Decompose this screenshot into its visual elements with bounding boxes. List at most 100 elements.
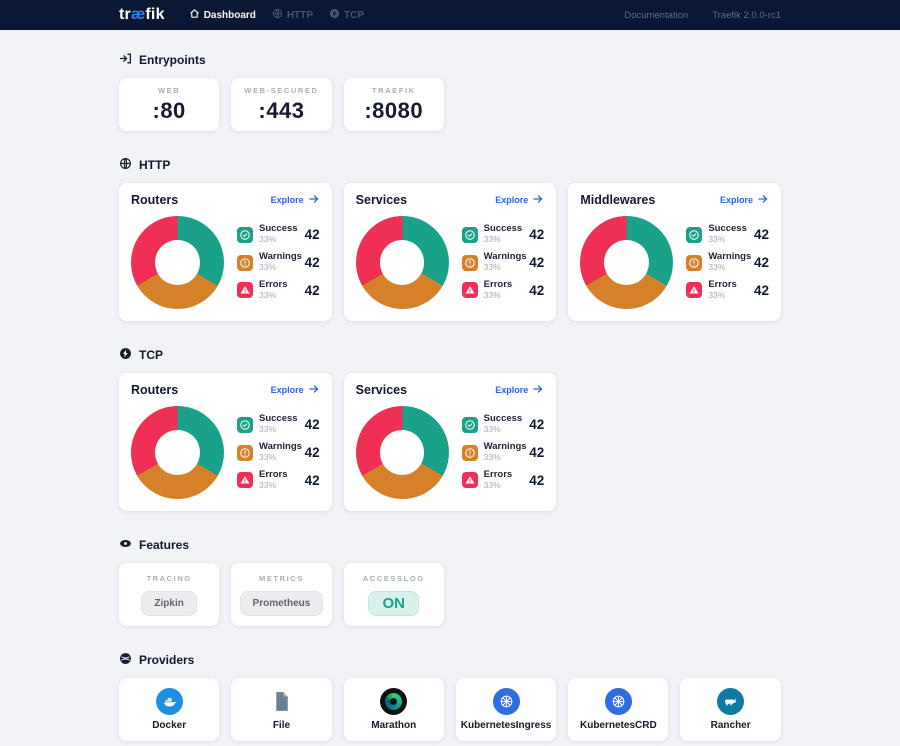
provider-name: Marathon — [371, 720, 417, 731]
flash-circle-icon — [119, 347, 132, 363]
entrypoint-card-web-secured: WEB-SECURED :443 — [231, 78, 332, 131]
provider-card-kubernetes-ingress: KubernetesIngress — [455, 678, 557, 741]
documentation-link[interactable]: Documentation — [624, 9, 689, 21]
check-badge-icon — [461, 416, 478, 433]
legend-row-warnings: Warnings 33% 42 — [461, 441, 545, 463]
section-heading-providers: Providers — [119, 652, 781, 668]
legend-row-success: Success 33% 42 — [461, 224, 544, 245]
entrypoint-name: TRAEFIK — [371, 85, 416, 95]
globe-icon — [272, 8, 283, 22]
success-count: 42 — [304, 417, 320, 433]
dashboard-content: Entrypoints WEB :80 WEB-SECURED :443 TRA… — [119, 30, 781, 741]
explore-label: Explore — [719, 195, 753, 205]
provider-name: File — [272, 720, 291, 731]
arrow-right-icon — [308, 193, 320, 207]
nav-item-tcp[interactable]: TCP — [329, 8, 364, 22]
panel-title: Services — [355, 193, 408, 207]
errors-count: 42 — [529, 472, 545, 488]
panel-title: Services — [355, 383, 408, 397]
section-title: Entrypoints — [139, 53, 206, 67]
nav-label: Dashboard — [203, 9, 256, 21]
nav-label: HTTP — [286, 9, 314, 21]
section-heading-features: Features — [119, 537, 781, 553]
panel-title: Routers — [131, 383, 179, 397]
tcp-routers-panel: Routers Explore Success 33% 42 Warnings 33… — [119, 373, 332, 511]
feature-name: METRICS — [258, 573, 304, 583]
nav-item-http[interactable]: HTTP — [272, 8, 313, 22]
error-triangle-icon — [461, 472, 478, 489]
status-donut-chart — [355, 406, 449, 499]
tcp-services-panel: Services Explore Success 33% 42 Warnings 3… — [343, 373, 557, 511]
legend-row-success: Success 33% 42 — [461, 414, 544, 435]
docker-whale-icon — [155, 688, 183, 715]
legend-row-warnings: Warnings 33% 42 — [237, 441, 320, 463]
entrypoint-name: WEB-SECURED — [244, 85, 319, 95]
legend-row-warnings: Warnings 33% 42 — [461, 251, 544, 273]
entrypoint-port: :8080 — [364, 97, 424, 123]
error-triangle-icon — [461, 282, 478, 299]
section-heading-entrypoints: Entrypoints — [119, 52, 781, 68]
explore-http-routers-link[interactable]: Explore — [271, 193, 320, 207]
explore-tcp-routers-link[interactable]: Explore — [271, 383, 320, 397]
feature-value-chip: Prometheus — [239, 590, 324, 616]
check-badge-icon — [237, 416, 253, 433]
error-triangle-icon — [237, 282, 253, 299]
feature-card-accesslog: ACCESSLOG ON — [343, 563, 444, 626]
warning-badge-icon — [461, 444, 478, 461]
rancher-cow-icon — [717, 688, 745, 715]
legend-row-errors: Errors 33% 42 — [237, 469, 320, 491]
version-label[interactable]: Traefik 2.0.0-rc1 — [712, 9, 781, 21]
home-icon — [189, 8, 200, 22]
file-icon — [268, 688, 295, 715]
provider-name: Docker — [152, 720, 187, 731]
error-triangle-icon — [237, 472, 253, 489]
logo-text: tr — [119, 6, 131, 23]
warnings-count: 42 — [529, 445, 545, 460]
flash-circle-icon — [329, 8, 340, 22]
legend-row-success: Success 33% 42 — [237, 224, 320, 245]
section-title: Features — [139, 538, 190, 552]
traefik-logo[interactable]: træfik — [119, 6, 165, 24]
http-middlewares-panel: Middlewares Explore Success 33% 42 Warnin… — [568, 183, 781, 321]
nav-label: TCP — [344, 9, 365, 21]
warnings-count: 42 — [304, 255, 320, 270]
warning-badge-icon — [686, 254, 703, 271]
warnings-count: 42 — [753, 255, 769, 270]
provider-name: KubernetesIngress — [460, 720, 552, 731]
provider-card-rancher: Rancher — [680, 678, 781, 741]
legend-row-errors: Errors 33% 42 — [686, 279, 769, 301]
arrow-right-icon — [532, 193, 544, 207]
entrypoint-card-web: WEB :80 — [119, 78, 220, 131]
success-count: 42 — [753, 227, 769, 243]
feature-name: ACCESSLOG — [362, 573, 425, 583]
errors-count: 42 — [304, 282, 320, 298]
warning-badge-icon — [461, 254, 478, 271]
eye-icon — [119, 537, 132, 553]
check-badge-icon — [686, 226, 703, 243]
feature-on-chip: ON — [368, 590, 419, 616]
globe-icon — [119, 157, 132, 173]
section-title: Providers — [139, 653, 195, 667]
package-icon — [119, 652, 132, 668]
legend-row-success: Success 33% 42 — [686, 224, 769, 245]
warnings-count: 42 — [304, 445, 320, 460]
explore-label: Explore — [270, 195, 304, 205]
explore-tcp-services-link[interactable]: Explore — [495, 383, 544, 397]
status-donut-chart — [580, 216, 674, 309]
error-triangle-icon — [686, 282, 703, 299]
explore-http-middlewares-link[interactable]: Explore — [720, 193, 769, 207]
legend-row-errors: Errors 33% 42 — [461, 279, 544, 301]
provider-name: KubernetesCRD — [579, 720, 657, 731]
nav-item-dashboard[interactable]: Dashboard — [189, 8, 256, 22]
explore-label: Explore — [270, 385, 304, 395]
marathon-logo-icon — [380, 688, 408, 715]
explore-http-services-link[interactable]: Explore — [495, 193, 544, 207]
explore-label: Explore — [495, 385, 529, 395]
feature-value-chip: Zipkin — [141, 590, 197, 616]
arrow-right-icon — [532, 383, 544, 397]
entrypoint-card-traefik: TRAEFIK :8080 — [343, 78, 444, 131]
feature-name: TRACING — [146, 573, 192, 583]
check-badge-icon — [461, 226, 478, 243]
top-navbar: træfik Dashboard HTTP TCP Documentation … — [0, 0, 900, 30]
legend-row-success: Success 33% 42 — [237, 414, 320, 435]
